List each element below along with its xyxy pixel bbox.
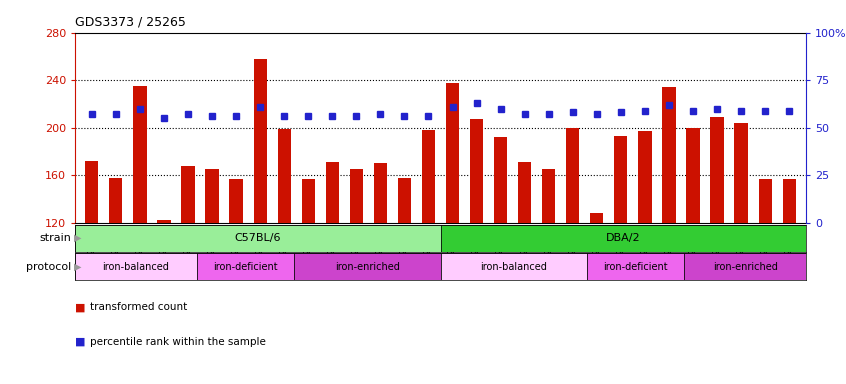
Bar xyxy=(422,130,435,223)
Bar xyxy=(197,253,294,280)
Bar xyxy=(85,161,98,223)
Text: transformed count: transformed count xyxy=(91,302,188,312)
Bar xyxy=(109,177,123,223)
Text: iron-balanced: iron-balanced xyxy=(481,262,547,272)
Bar xyxy=(157,220,171,223)
Bar xyxy=(711,117,723,223)
Text: ▶: ▶ xyxy=(74,262,82,272)
Bar xyxy=(566,127,580,223)
Text: C57BL/6: C57BL/6 xyxy=(234,233,281,243)
Text: iron-deficient: iron-deficient xyxy=(213,262,277,272)
Bar xyxy=(446,83,459,223)
Bar xyxy=(759,179,772,223)
Bar xyxy=(614,136,628,223)
Bar xyxy=(398,177,411,223)
Bar xyxy=(374,163,387,223)
Text: iron-deficient: iron-deficient xyxy=(603,262,667,272)
Bar xyxy=(686,127,700,223)
Bar xyxy=(684,253,806,280)
Bar xyxy=(783,179,796,223)
Bar xyxy=(586,253,684,280)
Text: iron-enriched: iron-enriched xyxy=(335,262,400,272)
Bar xyxy=(662,87,676,223)
Text: ■: ■ xyxy=(75,337,85,347)
Text: ■: ■ xyxy=(75,302,85,312)
Bar xyxy=(591,213,603,223)
Bar xyxy=(294,253,441,280)
Bar xyxy=(441,253,586,280)
Bar xyxy=(229,179,243,223)
Bar xyxy=(254,59,266,223)
Text: GDS3373 / 25265: GDS3373 / 25265 xyxy=(75,16,186,29)
Bar xyxy=(75,253,197,280)
Text: protocol: protocol xyxy=(26,262,72,272)
Text: ▶: ▶ xyxy=(74,233,82,243)
Bar xyxy=(518,162,531,223)
Bar xyxy=(441,225,806,252)
Bar xyxy=(349,169,363,223)
Text: DBA/2: DBA/2 xyxy=(606,233,640,243)
Bar xyxy=(638,131,651,223)
Text: strain: strain xyxy=(40,233,72,243)
Bar xyxy=(206,169,218,223)
Bar xyxy=(277,129,291,223)
Text: iron-balanced: iron-balanced xyxy=(102,262,169,272)
Bar xyxy=(494,137,508,223)
Bar xyxy=(542,169,555,223)
Bar xyxy=(302,179,315,223)
Bar xyxy=(326,162,339,223)
Bar xyxy=(75,225,441,252)
Bar xyxy=(134,86,146,223)
Text: iron-enriched: iron-enriched xyxy=(712,262,777,272)
Bar xyxy=(181,166,195,223)
Text: percentile rank within the sample: percentile rank within the sample xyxy=(91,337,266,347)
Bar xyxy=(470,119,483,223)
Bar xyxy=(734,123,748,223)
